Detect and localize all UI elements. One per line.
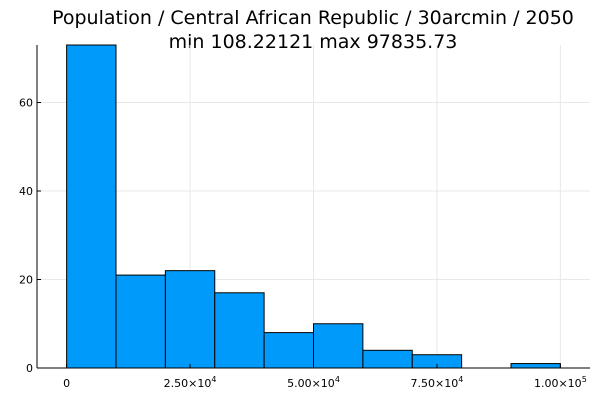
x-tick-label: 7.50×104 (411, 375, 464, 390)
x-tick-label: 2.50×104 (164, 375, 217, 390)
histogram-bar (115, 274, 166, 369)
y-tick-label: 20 (19, 274, 33, 287)
histogram-bar (510, 363, 561, 369)
histogram-bar (164, 270, 216, 369)
histogram-bar (263, 332, 314, 369)
chart-title: Population / Central African Republic / … (52, 7, 574, 29)
histogram-bar (362, 349, 413, 369)
histogram-bar (214, 292, 265, 369)
histogram-bar (313, 323, 364, 369)
ticks: 0 20 40 60 0 2.50×104 5.00×104 7.50×104 1.00×105 (19, 97, 587, 390)
y-tick-label: 60 (19, 97, 33, 110)
y-tick-label: 0 (26, 362, 33, 375)
bars (66, 44, 561, 369)
x-tick-label: 0 (63, 377, 70, 390)
x-tick-label: 1.00×105 (534, 375, 587, 390)
x-tick-label: 5.00×104 (287, 375, 340, 390)
chart-subtitle: min 108.22121 max 97835.73 (169, 31, 458, 53)
histogram-bar (66, 44, 117, 369)
y-tick-label: 40 (19, 185, 33, 198)
